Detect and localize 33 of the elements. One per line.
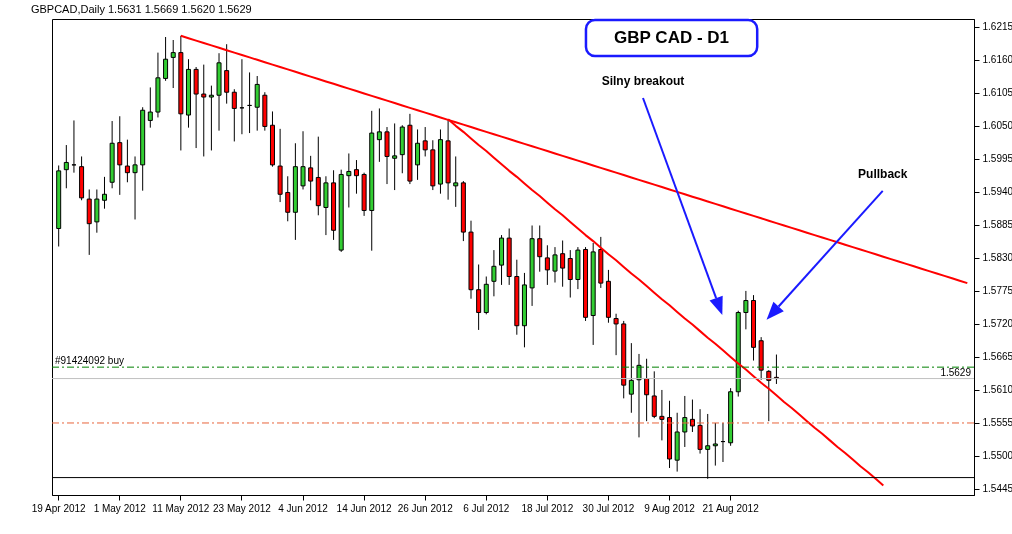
y-tick-label: 1.5940 <box>982 186 1012 198</box>
ref-line-label: #91424092 buy <box>55 355 124 367</box>
y-tick-label: 1.6050 <box>982 120 1012 132</box>
x-tick-label: 11 May 2012 <box>152 502 210 514</box>
x-tick-label: 6 Jul 2012 <box>463 502 510 514</box>
x-tick-label: 1 May 2012 <box>93 502 147 514</box>
y-tick-label: 1.5555 <box>982 417 1012 429</box>
y-tick-label: 1.5610 <box>982 384 1012 396</box>
y-tick-label: 1.6215 <box>982 21 1012 33</box>
x-tick-label: 26 Jun 2012 <box>397 502 454 514</box>
y-tick-label: 1.5665 <box>982 351 1012 363</box>
x-tick-label: 9 Aug 2012 <box>644 502 696 514</box>
y-tick-label: 1.5830 <box>982 252 1012 264</box>
annotation: Silny breakout <box>601 74 685 89</box>
y-tick-label: 1.5775 <box>982 285 1012 297</box>
x-tick-label: 18 Jul 2012 <box>521 502 574 514</box>
x-tick-label: 30 Jul 2012 <box>582 502 635 514</box>
y-tick-label: 1.5445 <box>982 483 1012 495</box>
y-tick-label: 1.5995 <box>982 153 1012 165</box>
y-tick-label: 1.5500 <box>982 450 1012 462</box>
x-tick-label: 19 Apr 2012 <box>31 502 87 514</box>
annotation: Pullback <box>858 166 908 181</box>
annotation: GBP CAD - D1 <box>614 28 730 48</box>
ref-line-label: 1.5629 <box>940 366 972 378</box>
y-tick-label: 1.5885 <box>982 219 1012 231</box>
x-tick-label: 4 Jun 2012 <box>278 502 329 514</box>
y-tick-label: 1.6160 <box>982 54 1012 66</box>
y-tick-label: 1.6105 <box>982 87 1012 99</box>
x-tick-label: 21 Aug 2012 <box>702 502 760 514</box>
x-tick-label: 14 Jun 2012 <box>336 502 393 514</box>
chart-title: GBPCAD,Daily 1.5631 1.5669 1.5620 1.5629 <box>30 3 252 15</box>
y-tick-label: 1.5720 <box>982 318 1012 330</box>
x-tick-label: 23 May 2012 <box>213 502 272 514</box>
